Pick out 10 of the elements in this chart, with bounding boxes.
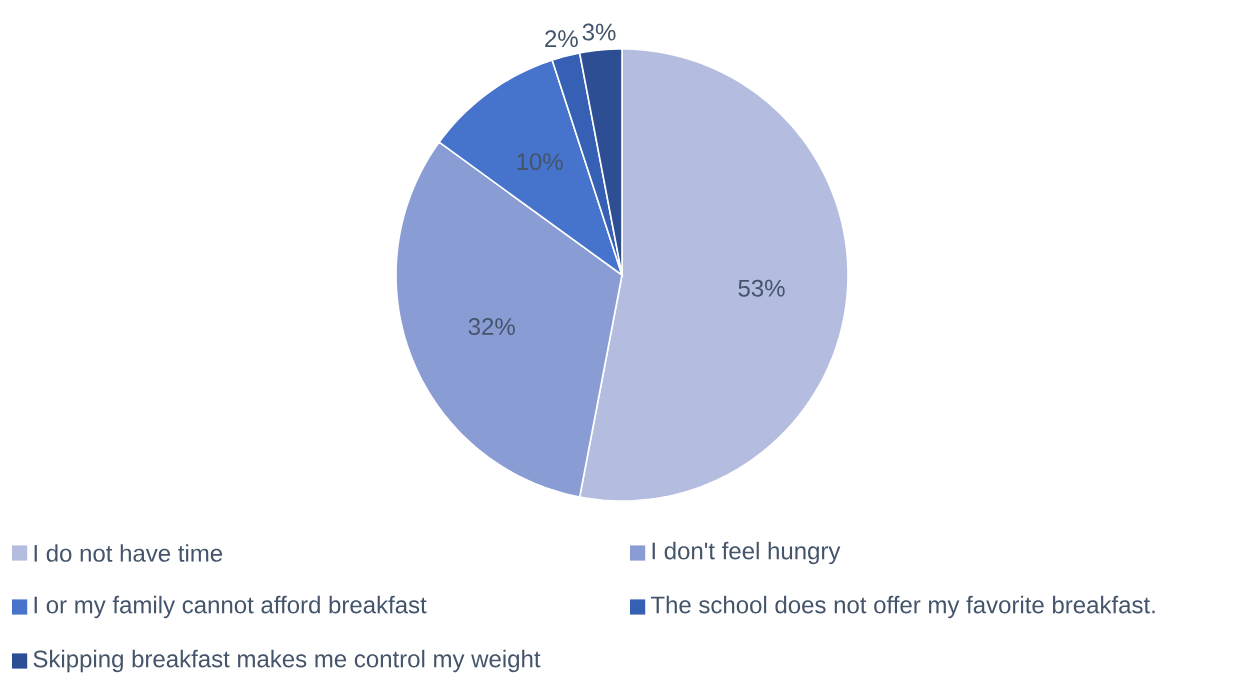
legend-label: The school does not offer my favorite breakfast. (650, 595, 1155, 619)
data-label: 10% (517, 153, 563, 171)
data-label: 2% (545, 30, 578, 48)
legend-label: I or my family cannot afford breakfast (34, 595, 427, 619)
data-label: 32% (468, 318, 515, 336)
data-label: 3% (582, 23, 616, 41)
legend-label: Skipping breakfast makes me control my weight (33, 649, 541, 673)
legend-label: I don't feel hungry (652, 541, 841, 565)
data-label: 53% (738, 279, 785, 297)
legend-label: I do not have time (34, 544, 223, 562)
